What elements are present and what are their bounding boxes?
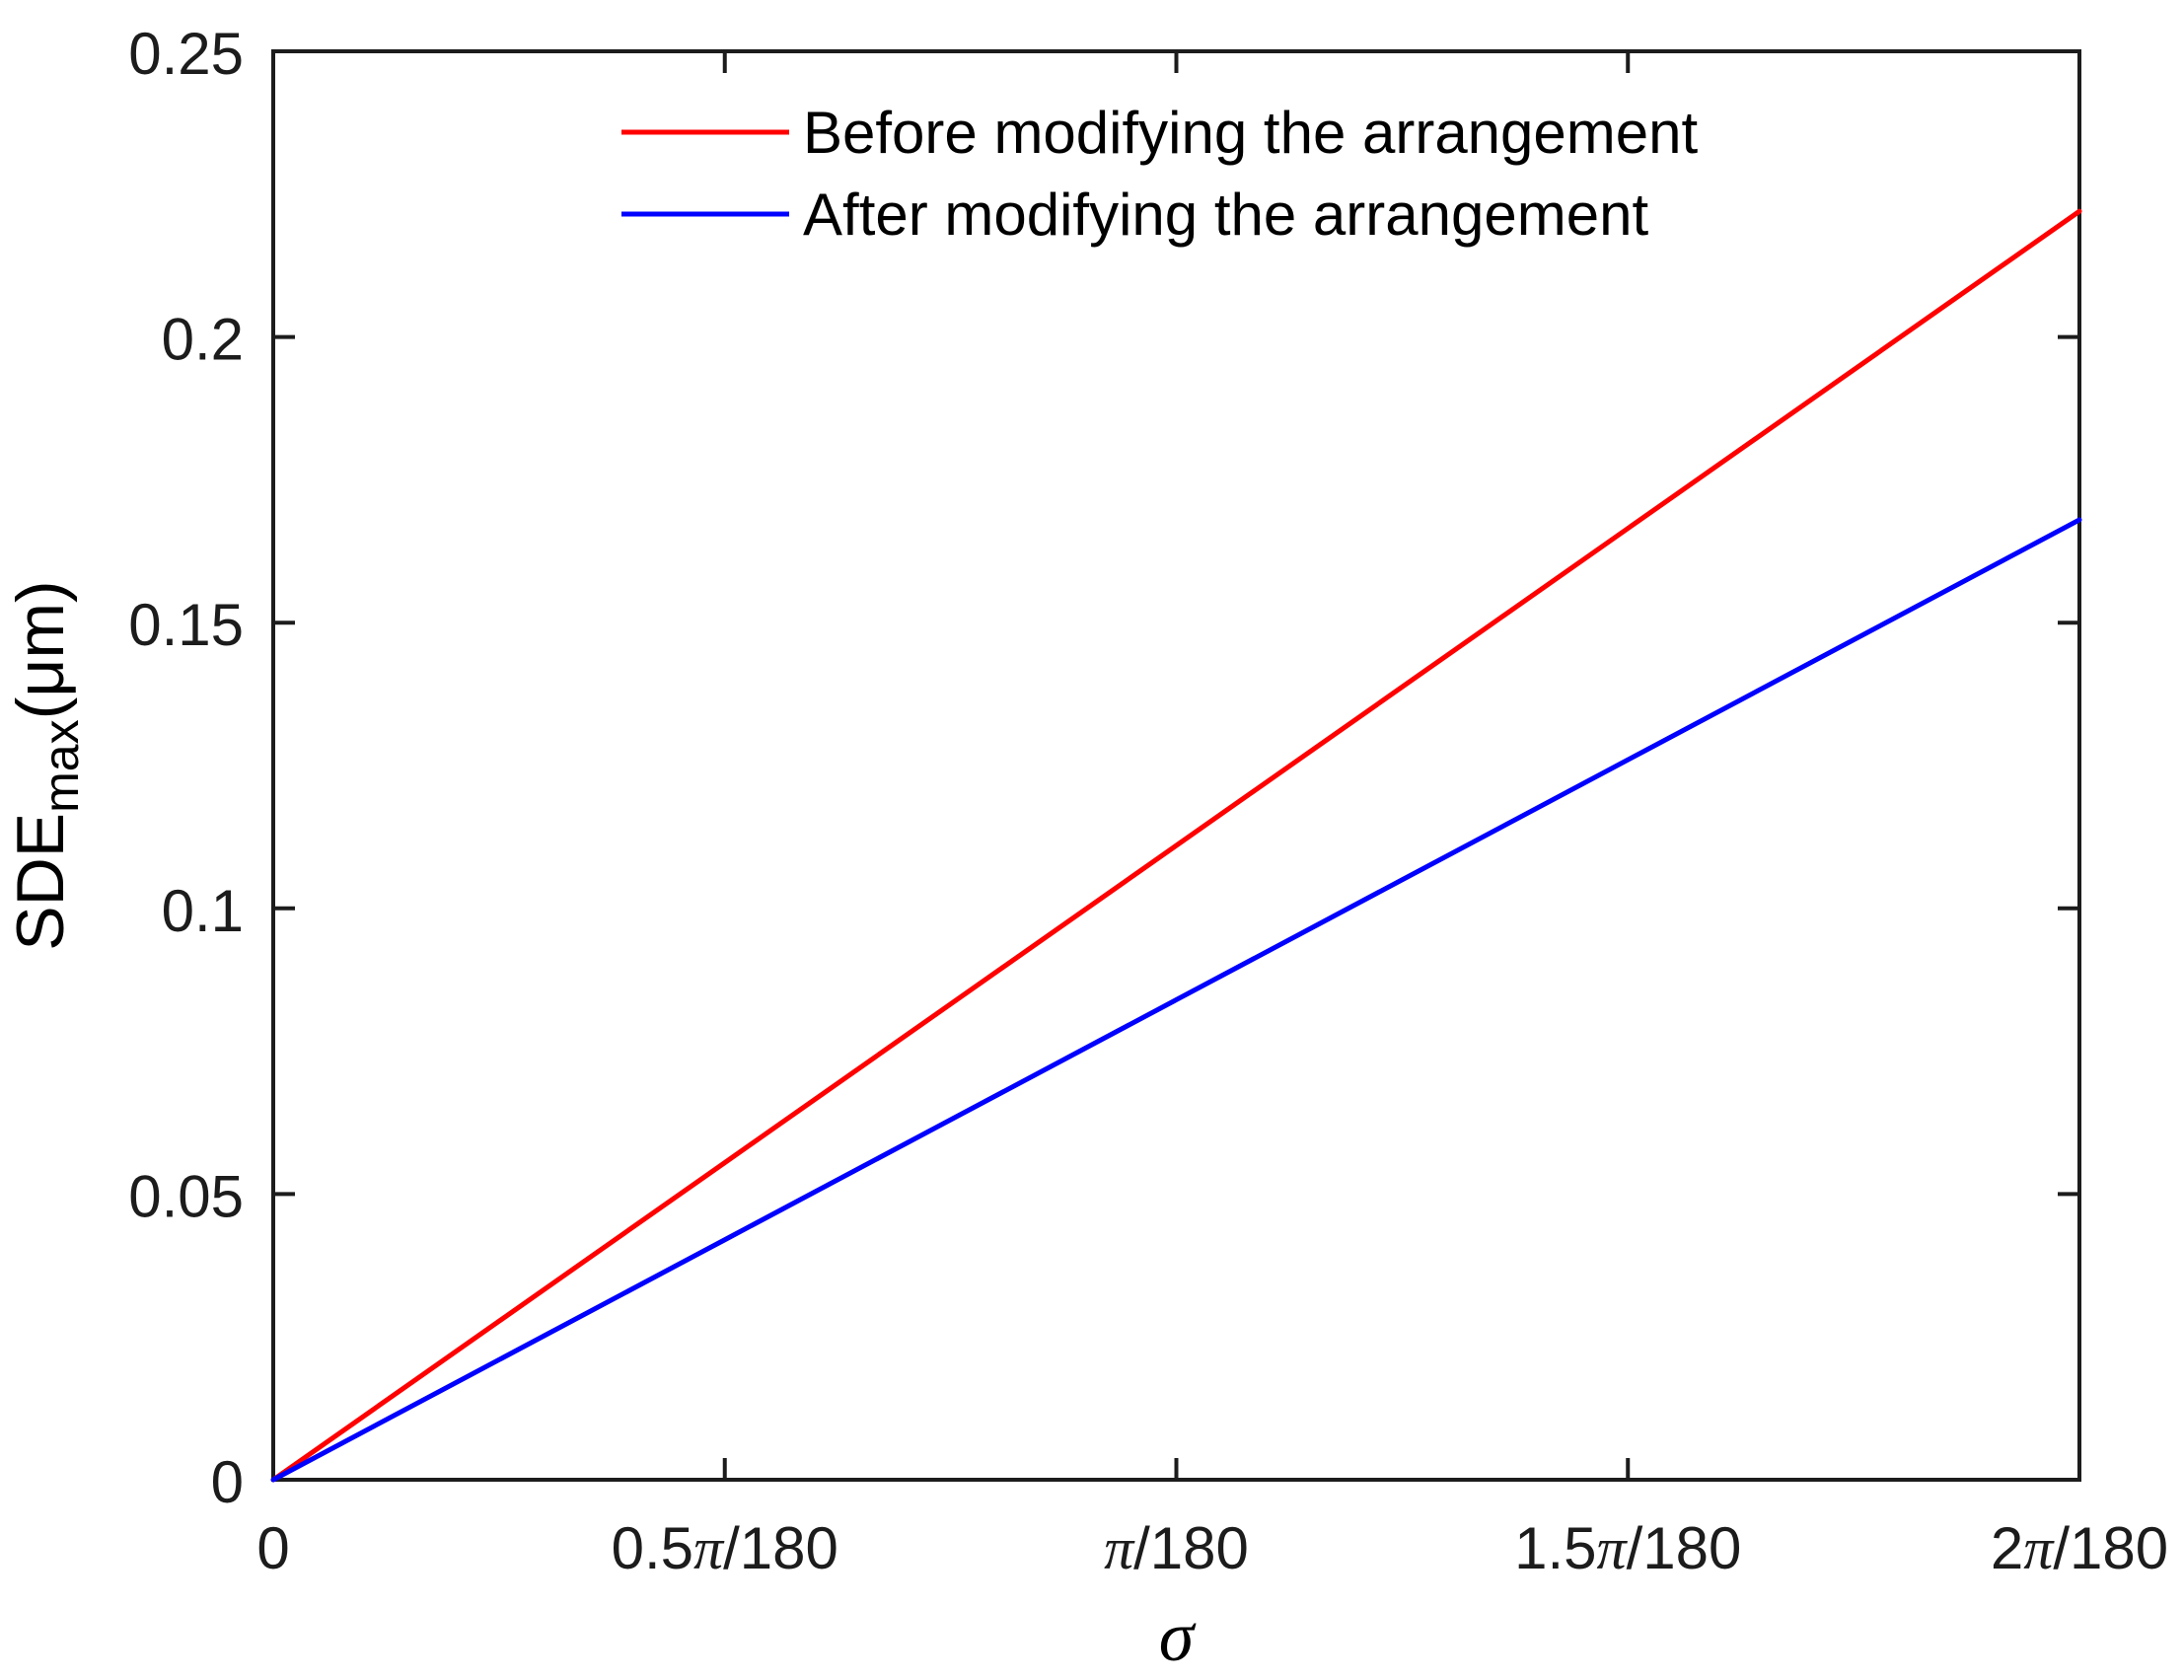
legend: Before modifying the arrangement After mo… bbox=[621, 100, 1699, 248]
x-axis-label: σ bbox=[1159, 1597, 1197, 1676]
x-tick-label: π/180 bbox=[1104, 1515, 1249, 1581]
x-tick-label: 0.5π/180 bbox=[612, 1515, 838, 1581]
y-tick-label: 0.15 bbox=[128, 592, 244, 658]
y-tick-label: 0.2 bbox=[162, 307, 244, 373]
x-tick-label: 2π/180 bbox=[1991, 1515, 2168, 1581]
plot-box bbox=[271, 49, 2081, 1482]
y-tick-label: 0.1 bbox=[162, 878, 244, 944]
y-tick-label: 0 bbox=[211, 1449, 244, 1515]
x-tick-label: 1.5π/180 bbox=[1514, 1515, 1741, 1581]
y-tick-label: 0.25 bbox=[128, 21, 244, 87]
y-axis: 0 0.05 0.1 0.15 0.2 0.25 bbox=[128, 21, 2079, 1515]
legend-label-before: Before modifying the arrangement bbox=[803, 100, 1699, 166]
series-line-before bbox=[270, 208, 2082, 1483]
series-line-after bbox=[270, 517, 2082, 1483]
legend-label-after: After modifying the arrangement bbox=[803, 182, 1648, 248]
x-tick-label: 0 bbox=[256, 1515, 289, 1581]
x-axis: 0 0.5π/180 π/180 1.5π/180 2π/180 bbox=[256, 51, 2168, 1581]
y-axis-label: SDEmax(μm) bbox=[3, 580, 89, 950]
y-tick-label: 0.05 bbox=[128, 1163, 244, 1229]
